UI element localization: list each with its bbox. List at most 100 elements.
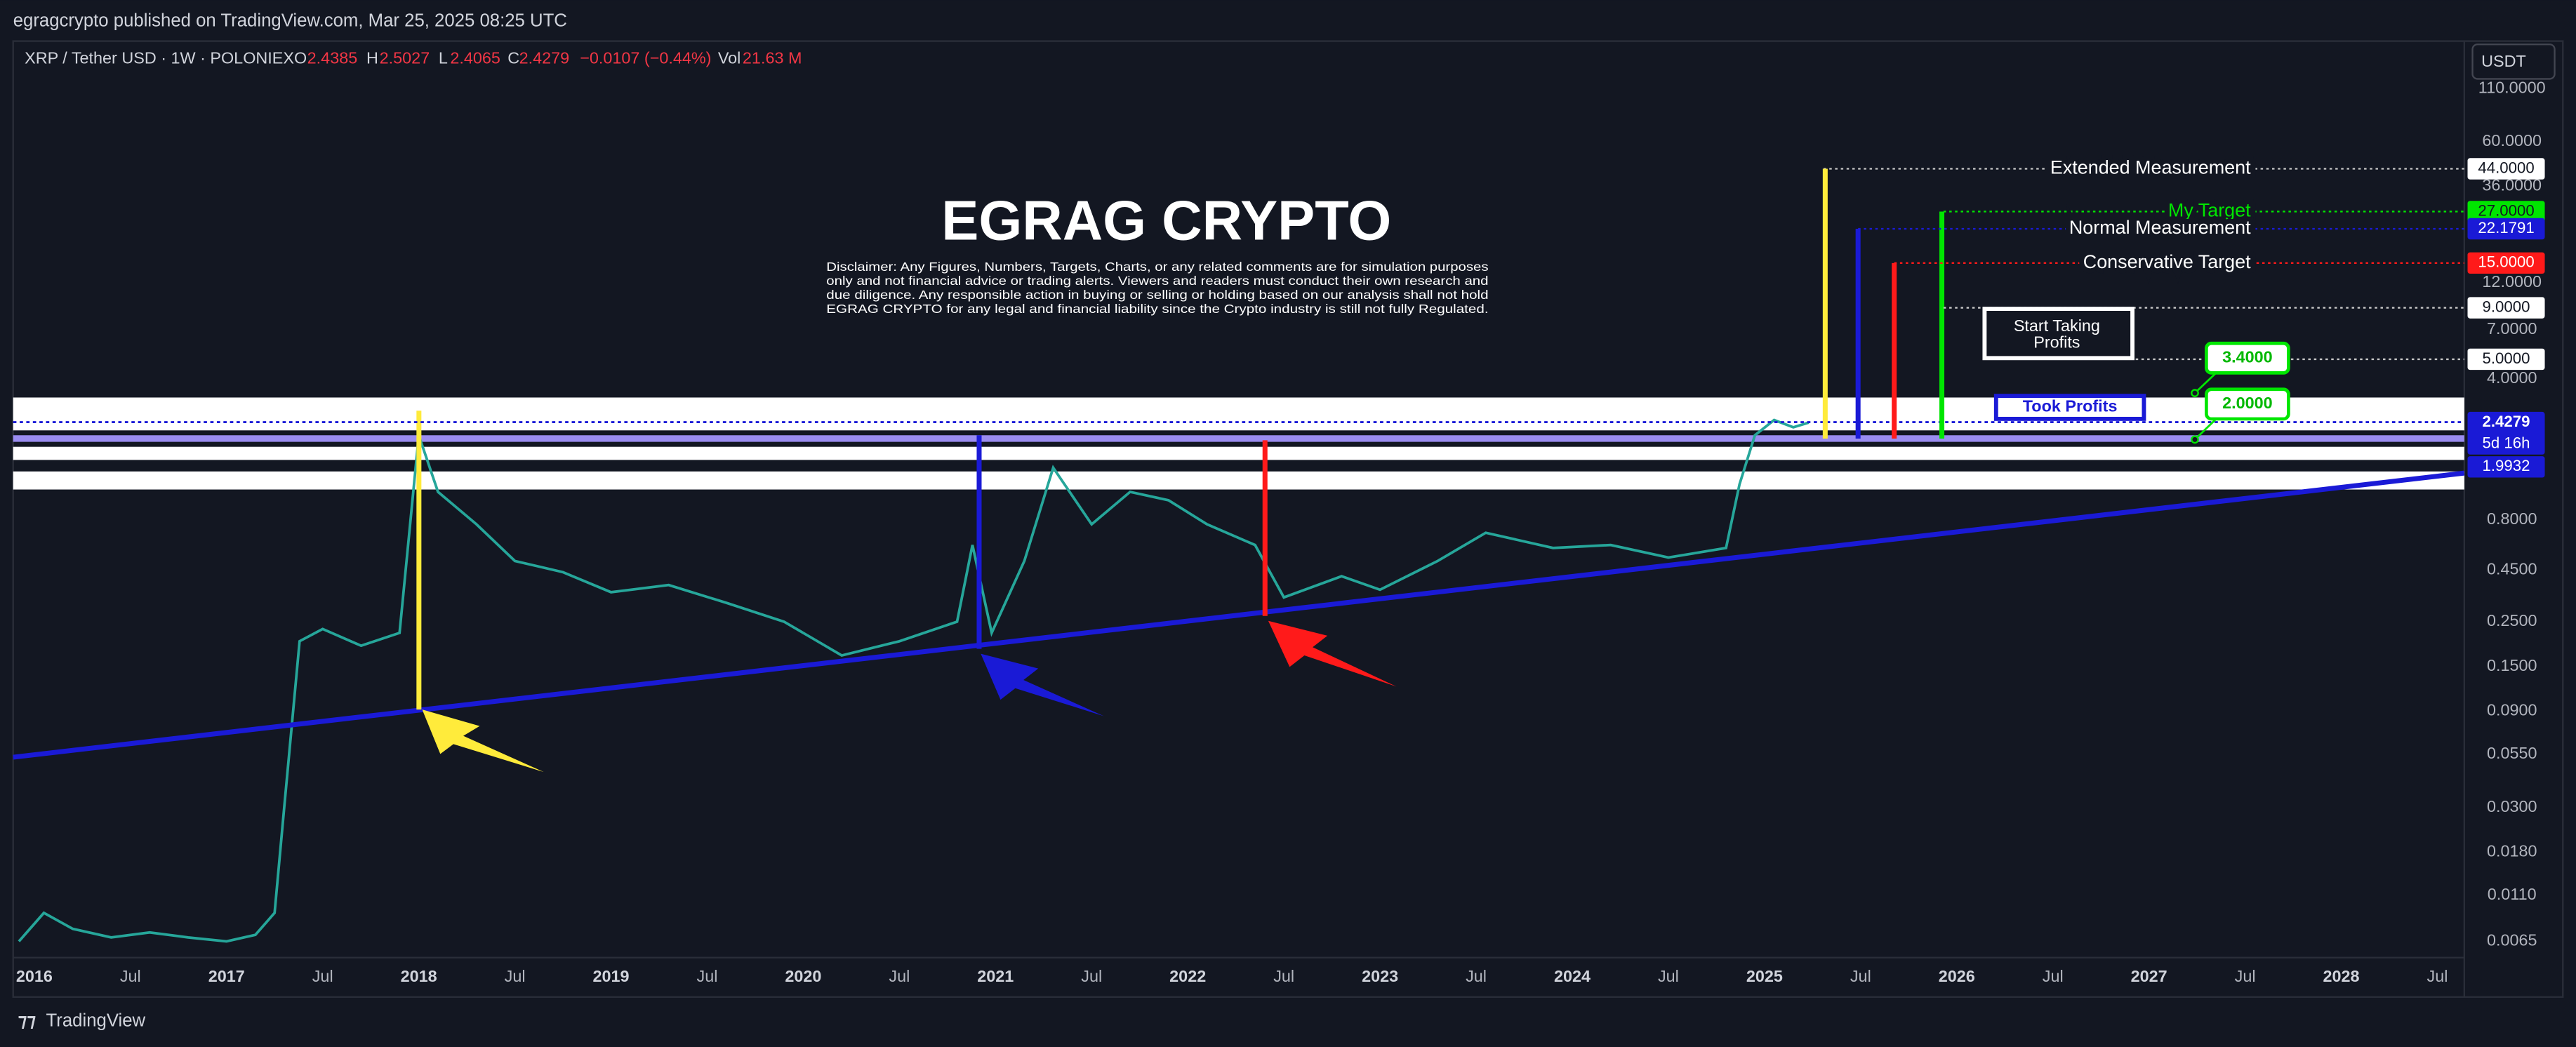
currency-label[interactable]: USDT [2481,52,2526,70]
note-box [1993,394,2146,421]
change: −0.0107 (−0.44%) [580,49,711,67]
annotations: EGRAG CRYPTO Disclaimer: Any Figures, Num… [826,152,2464,444]
logo-mark: ⁊⁊ [18,1011,36,1031]
disclaimer-line: Disclaimer: Any Figures, Numbers, Target… [826,260,1489,274]
x-tick-label: Jul [2427,967,2448,985]
ohlc-value: 2.4279 [519,49,570,67]
x-tick-label: Jul [312,967,333,985]
y-tick-label: 60.0000 [2482,131,2542,149]
arrow [981,653,1104,716]
y-tick-label: 0.0900 [2487,701,2537,719]
level-text: Normal Measurement [2069,217,2251,238]
arrow [1268,620,1397,687]
disclaimer-line: EGRAG CRYPTO for any legal and financial… [826,302,1488,316]
level-box [2467,252,2545,274]
y-tick-label: 0.0300 [2487,797,2537,815]
last-price-label: 2.4279 [2483,413,2530,430]
level-label: 15.0000 [2478,253,2534,271]
x-tick-label: 2021 [977,967,1014,985]
callout-dot [2191,389,2199,397]
callout-dot [2191,435,2199,444]
level-box [2467,218,2545,240]
symbol: XRP / Tether USD · 1W · POLONIEX [25,49,294,67]
level-text: My Target [2168,200,2251,221]
note-text: Took Profits [2023,397,2118,415]
x-tick-label: 2026 [1939,967,1975,985]
x-tick-label: Jul [1081,967,1102,985]
x-tick-label: 2023 [1362,967,1398,985]
ohlc-label: L [439,49,448,67]
x-tick-label: Jul [1850,967,1871,985]
symbol-bar: XRP / Tether USD · 1W · POLONIEX O 2.438… [25,49,802,67]
x-tick-label: 2022 [1169,967,1206,985]
note-text: Profits [2033,333,2080,351]
x-tick-label: Jul [2043,967,2064,985]
y-tick-label: 4.0000 [2487,368,2537,387]
level-label: 5.0000 [2483,349,2530,367]
y-tick-label: 0.0550 [2487,744,2537,762]
chart-title: EGRAG CRYPTO [941,189,1391,252]
ohlc-label: C [507,49,519,67]
publisher: egragcrypto published on TradingView.com… [13,11,567,30]
callout-label: 2.0000 [2222,394,2273,412]
price-line [18,418,1810,943]
x-tick-label: 2025 [1746,967,1783,985]
x-tick-label: 2020 [785,967,821,985]
vol-label: Vol [718,49,741,67]
ohlc-value: 2.5027 [380,49,430,67]
x-tick-label: Jul [2235,967,2256,985]
y-tick-label: 7.0000 [2487,319,2537,338]
zone-band [13,446,2464,460]
currency-button[interactable] [2471,44,2556,80]
x-tick-label: Jul [1273,967,1294,985]
level-box [2467,297,2545,319]
vol-value: 21.63 M [743,49,802,67]
x-tick-label: Jul [1466,967,1487,985]
level-label: 27.0000 [2478,201,2534,219]
ohlc-label: O [294,49,307,67]
ohlc-value: 2.4385 [307,49,358,67]
ohlc-value: 2.4065 [450,49,500,67]
callout-pointer [2194,416,2219,441]
x-tick-label: 2019 [593,967,630,985]
x-tick-label: Jul [505,967,526,985]
x-tick-label: 2017 [208,967,245,985]
y-tick-label: 110.0000 [2478,78,2546,96]
x-tick-label: 2016 [16,967,53,985]
level-box [2467,456,2545,478]
chart-panel [12,40,2564,998]
level-label: 44.0000 [2478,159,2534,176]
y-tick-label: 0.2500 [2487,611,2537,629]
y-tick-label: 0.4500 [2487,560,2537,578]
level-text: Extended Measurement [2050,157,2251,178]
x-tick-label: Jul [697,967,718,985]
x-tick-label: Jul [1658,967,1679,985]
disclaimer-line: only and not financial advice or trading… [826,274,1488,288]
x-tick-label: Jul [120,967,141,985]
note-box [1982,307,2135,361]
level-text: Conservative Target [2083,251,2251,272]
level-box [2467,201,2545,222]
arrow [422,709,544,773]
y-tick-label: 12.0000 [2482,272,2542,291]
level-box [2467,348,2545,371]
y-tick-label: 0.0110 [2488,885,2537,903]
x-tick-label: 2024 [1554,967,1591,985]
level-box [2467,158,2545,180]
callout-box [2205,387,2290,421]
x-tick-label: Jul [889,967,910,985]
y-tick-label: 0.1500 [2487,656,2537,674]
callout-pointer [2194,371,2219,394]
level-label: 9.0000 [2483,298,2530,315]
zone-band [13,471,2464,490]
disclaimer-line: due diligence. Any responsible action in… [826,288,1488,302]
callout-box [2205,341,2290,375]
countdown: 5d 16h [2483,434,2530,451]
note-text: Start Taking [2014,316,2100,335]
callout-label: 3.4000 [2222,347,2273,366]
level-label: 22.1791 [2478,219,2534,236]
y-tick-label: 0.0065 [2487,931,2537,949]
trend-line [13,470,2465,760]
